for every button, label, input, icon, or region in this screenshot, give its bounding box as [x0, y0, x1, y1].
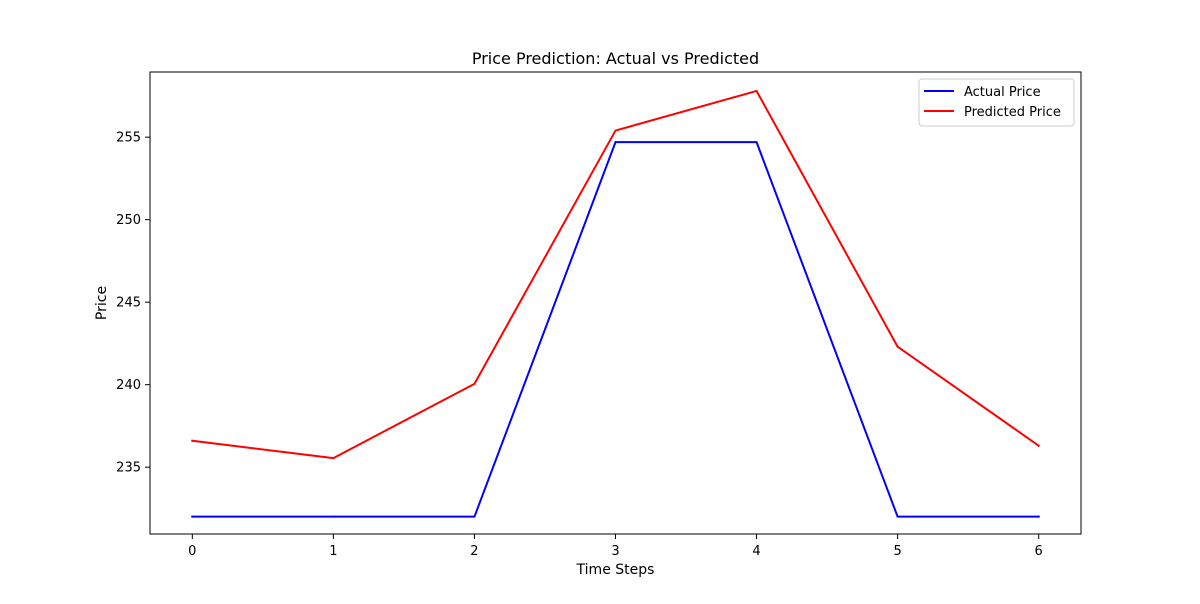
- y-axis-ticks: 235 240 245 250 255: [116, 131, 150, 476]
- data-point-predicted-price: [332, 457, 335, 460]
- data-point-predicted-price: [896, 345, 899, 348]
- y-tick-label: 255: [116, 131, 141, 146]
- plot-area: 0 1 2 3 4 5 6 235 240 245 250 255: [116, 71, 1082, 559]
- data-point-actual-price: [896, 515, 899, 518]
- legend-box: [918, 78, 1075, 127]
- x-axis-ticks: 0 1 2 3 4 5 6: [188, 534, 1043, 559]
- data-point-predicted-price: [191, 439, 194, 442]
- data-point-actual-price: [1037, 515, 1040, 518]
- data-point-actual-price: [473, 515, 476, 518]
- legend-label-predicted: Predicted Price: [964, 105, 1061, 120]
- x-tick-label: 1: [329, 544, 337, 559]
- axes-frame: [149, 71, 1082, 535]
- data-point-predicted-price: [755, 89, 758, 92]
- data-point-actual-price: [191, 515, 194, 518]
- data-point-predicted-price: [1037, 444, 1040, 447]
- y-tick-label: 240: [116, 378, 141, 393]
- series-layer: [191, 89, 1041, 518]
- x-tick-label: 4: [752, 544, 760, 559]
- data-point-actual-price: [614, 141, 617, 144]
- x-tick-label: 5: [893, 544, 901, 559]
- data-point-actual-price: [332, 515, 335, 518]
- y-tick-label: 245: [116, 296, 141, 311]
- x-tick-label: 3: [611, 544, 619, 559]
- chart-title: Price Prediction: Actual vs Predicted: [472, 49, 759, 68]
- legend-label-actual: Actual Price: [964, 85, 1041, 100]
- legend: Actual Price Predicted Price: [918, 78, 1075, 127]
- x-tick-label: 0: [188, 544, 196, 559]
- x-tick-label: 6: [1035, 544, 1043, 559]
- y-tick-label: 250: [116, 213, 141, 228]
- y-tick-label: 235: [116, 461, 141, 476]
- x-tick-label: 2: [470, 544, 478, 559]
- data-point-predicted-price: [473, 382, 476, 385]
- x-axis-label: Time Steps: [576, 562, 655, 578]
- y-axis-label: Price: [94, 286, 110, 320]
- data-point-predicted-price: [614, 129, 617, 132]
- data-point-actual-price: [755, 141, 758, 144]
